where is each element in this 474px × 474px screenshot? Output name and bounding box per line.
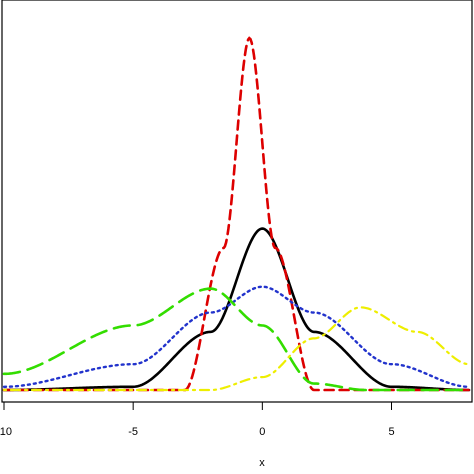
series-line-3	[2, 285, 471, 388]
x-axis: -10 -5 0 5	[0, 401, 395, 438]
x-tick-label: 5	[388, 426, 394, 438]
series-line-5	[2, 306, 471, 392]
plot-area	[1, 0, 473, 403]
series-line-4	[2, 287, 471, 392]
x-tick-label: 0	[259, 426, 265, 438]
series-group	[2, 36, 471, 392]
x-axis-label: x	[259, 457, 265, 469]
x-tick-label: -10	[0, 426, 12, 438]
x-tick-label: -5	[128, 426, 138, 438]
series-line-1	[2, 227, 471, 392]
